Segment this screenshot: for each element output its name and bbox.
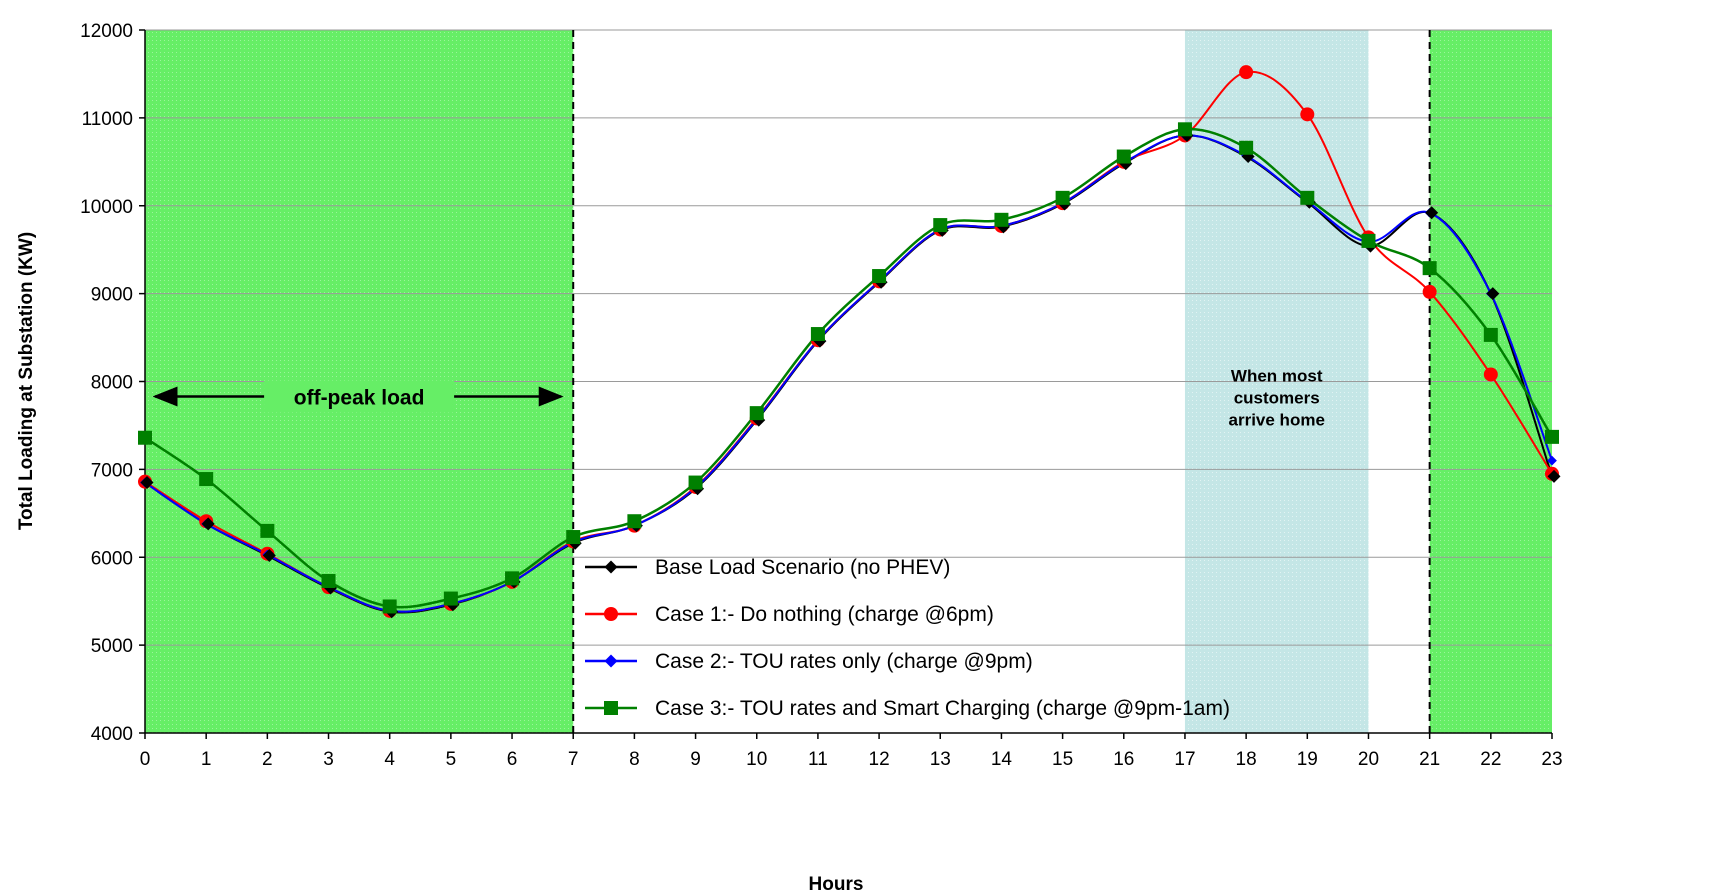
marker-s3-x23 <box>1545 429 1559 444</box>
marker-s1-x22 <box>1483 367 1498 382</box>
marker-s3-x5 <box>443 591 458 606</box>
marker-s1-x19 <box>1300 107 1315 122</box>
marker-s3-x19 <box>1300 190 1315 205</box>
marker-s3-x6 <box>505 571 520 586</box>
x-tick-label-12: 12 <box>869 749 890 770</box>
y-tick-label-12000: 12000 <box>80 21 133 42</box>
x-tick-label-4: 4 <box>384 749 395 770</box>
x-tick-label-23: 23 <box>1541 749 1562 770</box>
legend: Base Load Scenario (no PHEV) Case 1:- Do … <box>585 556 1230 720</box>
marker-s3-x20 <box>1361 233 1376 248</box>
legend-marker-2 <box>604 654 618 668</box>
x-tick-label-1: 1 <box>201 749 212 770</box>
x-tick-label-10: 10 <box>746 749 767 770</box>
marker-s3-x12 <box>872 269 887 284</box>
marker-s2-x23 <box>1547 455 1557 466</box>
marker-s3-x7 <box>566 530 581 545</box>
marker-s0-x23 <box>1547 469 1561 483</box>
marker-s3-x22 <box>1483 327 1498 342</box>
x-tick-label-19: 19 <box>1297 749 1318 770</box>
tick-labels: 4000 5000 6000 7000 8000 9000 10000 11000 12000 0… <box>80 21 1562 770</box>
legend-marker-0 <box>604 560 618 574</box>
legend-label-2: Case 2:- TOU rates only (charge @9pm) <box>655 650 1033 673</box>
series-markers <box>138 65 1561 619</box>
off-peak-label: off-peak load <box>294 387 425 410</box>
y-tick-label-9000: 9000 <box>91 285 133 306</box>
off-peak-label-bg <box>264 380 455 413</box>
marker-s3-x21 <box>1422 261 1437 276</box>
x-tick-label-11: 11 <box>808 749 828 770</box>
marker-s1-x21 <box>1422 284 1437 299</box>
marker-s3-x11 <box>810 327 825 342</box>
y-tick-label-7000: 7000 <box>91 460 133 481</box>
marker-s3-x16 <box>1116 149 1131 164</box>
x-tick-label-20: 20 <box>1358 749 1379 770</box>
marker-s3-x9 <box>688 475 703 490</box>
marker-s0-x1 <box>201 517 215 531</box>
marker-s3-x2 <box>260 523 275 538</box>
legend-label-1: Case 1:- Do nothing (charge @6pm) <box>655 603 994 626</box>
marker-s0-x2 <box>262 548 276 562</box>
legend-label-0: Base Load Scenario (no PHEV) <box>655 556 950 579</box>
x-tick-label-21: 21 <box>1419 749 1440 770</box>
y-tick-label-6000: 6000 <box>91 548 133 569</box>
x-tick-label-18: 18 <box>1236 749 1257 770</box>
y-axis-title: Total Loading at Substation (KW) <box>16 232 37 530</box>
x-tick-label-6: 6 <box>507 749 518 770</box>
x-tick-label-8: 8 <box>629 749 640 770</box>
marker-s3-x14 <box>994 212 1009 227</box>
marker-s3-x8 <box>627 514 642 529</box>
marker-s3-x4 <box>382 599 397 614</box>
legend-label-3: Case 3:- TOU rates and Smart Charging (c… <box>655 697 1230 720</box>
marker-s3-x0 <box>138 430 152 445</box>
marker-s3-x15 <box>1055 190 1070 205</box>
dashed-markers <box>572 30 1431 733</box>
y-tick-label-8000: 8000 <box>91 373 133 394</box>
marker-s3-x3 <box>321 573 336 588</box>
x-tick-label-13: 13 <box>930 749 951 770</box>
x-tick-label-15: 15 <box>1052 749 1073 770</box>
marker-s3-x13 <box>933 218 948 233</box>
x-tick-label-2: 2 <box>262 749 273 770</box>
y-tick-label-10000: 10000 <box>80 197 133 218</box>
marker-s3-x1 <box>199 472 214 487</box>
x-tick-label-0: 0 <box>140 749 151 770</box>
marker-s0-x22 <box>1486 287 1500 301</box>
x-axis-title: Hours <box>809 874 864 895</box>
arrival-note-line-1: customers <box>1234 389 1320 408</box>
marker-s3-x18 <box>1239 140 1254 155</box>
x-tick-label-16: 16 <box>1113 749 1134 770</box>
marker-s1-x18 <box>1239 65 1254 80</box>
x-tick-label-7: 7 <box>568 749 579 770</box>
x-tick-label-9: 9 <box>690 749 701 770</box>
x-tick-label-5: 5 <box>446 749 457 770</box>
legend-marker-3 <box>604 701 618 715</box>
arrival-note-line-0: When most <box>1231 367 1323 386</box>
arrival-note: When most customers arrive home <box>1229 367 1325 430</box>
x-tick-label-22: 22 <box>1480 749 1501 770</box>
annotations: off-peak load When most customers arrive ho… <box>152 367 1325 430</box>
legend-marker-1 <box>604 607 618 621</box>
arrival-note-line-2: arrive home <box>1229 411 1325 430</box>
marker-s3-x10 <box>749 406 764 421</box>
y-tick-label-5000: 5000 <box>91 636 133 657</box>
y-tick-label-4000: 4000 <box>91 724 133 745</box>
y-tick-label-11000: 11000 <box>82 109 133 130</box>
marker-s0-x0 <box>140 476 154 490</box>
x-tick-label-3: 3 <box>323 749 334 770</box>
marker-s3-x17 <box>1177 122 1192 137</box>
x-tick-label-17: 17 <box>1174 749 1195 770</box>
x-tick-label-14: 14 <box>991 749 1013 770</box>
axes <box>139 29 1553 739</box>
marker-s0-x21 <box>1425 206 1439 220</box>
